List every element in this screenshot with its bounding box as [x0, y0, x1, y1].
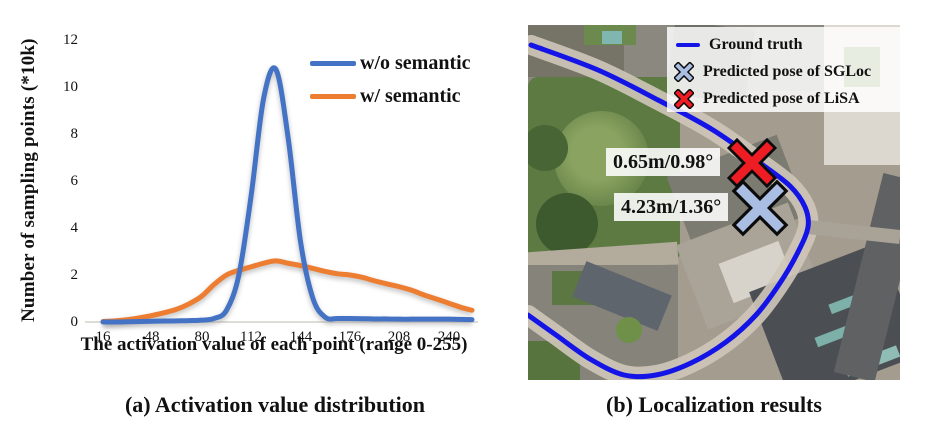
x-tick: 112	[240, 329, 262, 345]
x-axis-label: The activation value of each point (rang…	[80, 334, 468, 355]
x-tick: 208	[387, 329, 411, 345]
legend-label: Predicted pose of SGLoc	[703, 62, 872, 80]
y-tick: 8	[70, 126, 79, 142]
lisa-error-label: 0.65m/0.98°	[606, 148, 721, 176]
x-tick: 240	[437, 329, 461, 345]
chart-legend: w/o semantic w/ semantic	[310, 52, 471, 107]
map-terrain-pool	[602, 31, 622, 44]
map-terrain-trees	[536, 193, 598, 255]
x-tick: 16	[95, 329, 111, 345]
legend-label: Ground truth	[709, 35, 803, 53]
y-tick: 10	[63, 79, 78, 95]
map-terrain-trees	[528, 125, 568, 171]
x-tick: 48	[144, 329, 160, 345]
legend-item-w-semantic: w/ semantic	[310, 85, 471, 107]
legend-label: w/ semantic	[360, 85, 461, 107]
localization-map: Ground truth Predicted pose of SGLoc Pre…	[528, 25, 900, 380]
legend-item-lisa: Predicted pose of LiSA	[674, 87, 900, 111]
y-tick: 0	[70, 314, 79, 330]
y-tick: 6	[70, 173, 79, 189]
w-semantic-line-icon	[310, 93, 356, 99]
legend-item-ground-truth: Ground truth	[674, 33, 900, 57]
map-terrain-lawn	[616, 317, 642, 343]
map-overlay	[528, 35, 900, 380]
legend-item-sgloc: Predicted pose of SGLoc	[674, 60, 900, 84]
x-tick: 80	[194, 329, 210, 345]
y-tick: 4	[70, 220, 79, 236]
caption-a: (a) Activation value distribution	[124, 392, 426, 417]
wo-semantic-line-icon	[310, 60, 356, 66]
lisa-cross-icon	[674, 88, 694, 109]
sgloc-cross-icon	[674, 61, 694, 82]
ground-truth-line-icon	[676, 42, 700, 47]
y-tick: 12	[63, 32, 78, 48]
panel-activation-chart: Number of sampling points (*10k) 12 10 8…	[18, 32, 478, 355]
legend-label: w/o semantic	[360, 52, 471, 74]
x-tick: 176	[338, 329, 362, 345]
caption-b: (b) Localization results	[606, 392, 822, 417]
x-tick: 144	[289, 329, 313, 345]
sgloc-error-label: 4.23m/1.36°	[614, 193, 729, 221]
map-legend: Ground truth Predicted pose of SGLoc Pre…	[667, 27, 900, 112]
legend-label: Predicted pose of LiSA	[703, 89, 860, 107]
y-tick: 2	[70, 267, 79, 283]
legend-item-wo-semantic: w/o semantic	[310, 52, 471, 74]
chart-plot-area	[85, 65, 478, 328]
